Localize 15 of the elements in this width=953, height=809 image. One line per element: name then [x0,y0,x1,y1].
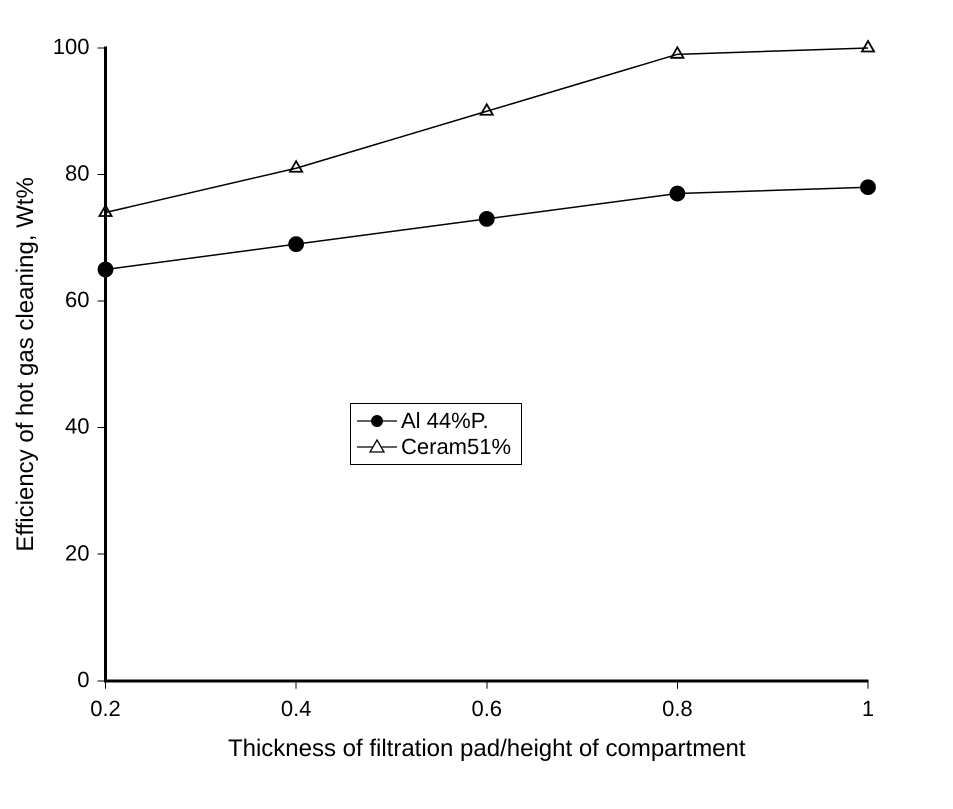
y-tick-label: 40 [65,414,90,439]
y-axis-title: Efficiency of hot gas cleaning, Wt% [12,177,40,552]
x-tick-label: 0.2 [90,696,121,722]
y-tick-label: 80 [65,160,90,186]
y-tick-label: 60 [65,287,90,312]
x-tick-label: 0.8 [662,696,693,722]
x-tick-label: 0.6 [471,696,502,722]
x-tick-label: 1 [862,696,874,722]
legend-label: Ceram51% [401,434,512,460]
x-axis-title: Thickness of filtration pad/height of compartment [228,735,746,762]
legend-label: Al 44%P. [401,408,489,434]
y-tick-label: 100 [52,34,90,60]
y-tick-label: 0 [77,666,90,692]
y-tick-label: 20 [65,540,90,566]
x-tick-label: 0.4 [280,696,312,722]
